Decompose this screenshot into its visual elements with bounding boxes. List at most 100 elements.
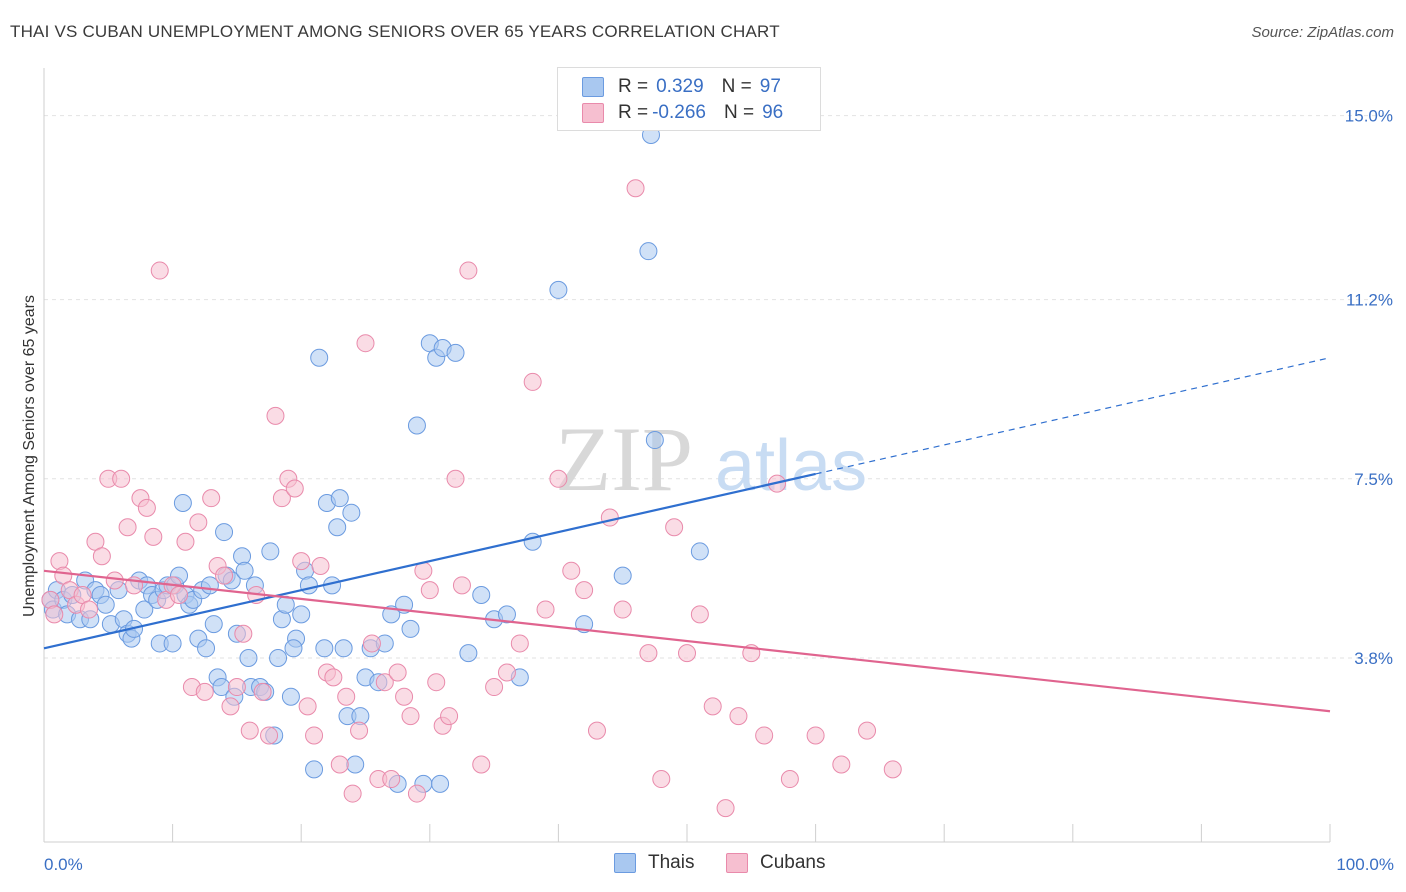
thais-n-value: 97 bbox=[759, 76, 781, 97]
cuban-point bbox=[388, 663, 407, 682]
cuban-point bbox=[215, 566, 234, 585]
thai-point bbox=[163, 634, 182, 653]
cuban-point bbox=[260, 726, 279, 745]
chart-title: THAI VS CUBAN UNEMPLOYMENT AMONG SENIORS… bbox=[10, 22, 780, 41]
cuban-point bbox=[311, 556, 330, 575]
cuban-point bbox=[497, 663, 516, 682]
cuban-point bbox=[665, 518, 684, 537]
cuban-point bbox=[440, 707, 459, 726]
cuban-point bbox=[202, 489, 221, 508]
thai-point bbox=[346, 755, 365, 774]
cuban-point bbox=[221, 697, 240, 716]
cuban-point bbox=[755, 726, 774, 745]
cuban-point bbox=[678, 644, 696, 663]
thai-point bbox=[690, 542, 709, 561]
cuban-point bbox=[292, 552, 311, 571]
cuban-point bbox=[485, 678, 504, 697]
cubans-r-value: -0.266 bbox=[652, 102, 706, 123]
cuban-point bbox=[832, 755, 851, 774]
thai-point bbox=[135, 600, 154, 619]
thai-point bbox=[239, 648, 258, 667]
cuban-point bbox=[407, 784, 426, 803]
watermark-atlas: atlas bbox=[715, 426, 867, 506]
cuban-point bbox=[375, 673, 394, 692]
cuban-point bbox=[523, 372, 542, 391]
thai-point bbox=[431, 774, 450, 793]
cuban-point bbox=[324, 668, 343, 687]
thai-point bbox=[310, 348, 329, 367]
cuban-point bbox=[510, 634, 529, 653]
cuban-point bbox=[549, 469, 568, 488]
cuban-point bbox=[330, 755, 349, 774]
cuban-point bbox=[137, 498, 156, 517]
thai-point bbox=[459, 644, 478, 663]
cuban-point bbox=[729, 707, 748, 726]
cuban-point bbox=[227, 678, 246, 697]
cubans-swatch bbox=[582, 103, 604, 123]
y-tick-label: 3.8% bbox=[1354, 649, 1393, 668]
cuban-point bbox=[150, 261, 169, 280]
cuban-point bbox=[858, 721, 877, 740]
cuban-point bbox=[716, 799, 735, 818]
thai-point bbox=[613, 566, 632, 585]
cuban-point bbox=[420, 581, 439, 600]
thai-point bbox=[645, 431, 664, 450]
cuban-point bbox=[690, 605, 709, 624]
cuban-point bbox=[45, 605, 64, 624]
cuban-point bbox=[144, 527, 163, 546]
thai-point bbox=[315, 639, 334, 658]
cubans-legend-label: Cubans bbox=[760, 852, 826, 873]
cuban-point bbox=[350, 721, 369, 740]
cuban-point bbox=[272, 489, 291, 508]
cuban-point bbox=[639, 644, 658, 663]
legend-item-thais: Thais bbox=[614, 852, 694, 874]
thai-point bbox=[330, 489, 349, 508]
cuban-point bbox=[626, 179, 645, 198]
cuban-point bbox=[395, 687, 414, 706]
cuban-point bbox=[536, 600, 555, 619]
thai-point bbox=[96, 595, 115, 614]
x-tick-label-min: 0.0% bbox=[44, 855, 83, 874]
thai-point bbox=[173, 494, 192, 513]
cuban-point bbox=[806, 726, 825, 745]
cuban-point bbox=[446, 469, 465, 488]
cuban-point bbox=[285, 479, 304, 498]
thais-trend-extension bbox=[815, 357, 1331, 475]
watermark-zip: ZIP bbox=[555, 408, 693, 510]
cubans-points bbox=[41, 179, 902, 818]
cuban-point bbox=[459, 261, 478, 280]
thai-point bbox=[284, 639, 303, 658]
thai-point bbox=[342, 503, 361, 522]
cuban-point bbox=[452, 576, 471, 595]
cuban-point bbox=[401, 707, 420, 726]
cuban-point bbox=[118, 518, 137, 537]
thai-point bbox=[334, 639, 353, 658]
cuban-point bbox=[195, 682, 214, 701]
cubans-r-label: R = bbox=[618, 102, 649, 123]
stats-legend: R = 0.329 N = 97 R = -0.266 N = 96 bbox=[557, 67, 821, 131]
thai-point bbox=[269, 648, 288, 667]
cubans-n-label: N = bbox=[723, 102, 755, 123]
thais-legend-swatch bbox=[614, 853, 636, 873]
legend-item-cubans: Cubans bbox=[726, 852, 826, 874]
cuban-point bbox=[80, 600, 99, 619]
thais-swatch bbox=[582, 77, 604, 97]
cubans-n-value: 96 bbox=[762, 102, 784, 123]
cuban-point bbox=[253, 682, 272, 701]
cuban-point bbox=[112, 469, 131, 488]
cuban-point bbox=[780, 770, 799, 789]
thai-point bbox=[204, 615, 223, 634]
thai-point bbox=[197, 639, 216, 658]
cuban-point bbox=[298, 697, 317, 716]
y-axis-label: Unemployment Among Seniors over 65 years bbox=[21, 295, 38, 617]
cuban-point bbox=[189, 513, 208, 532]
y-tick-label: 11.2% bbox=[1346, 291, 1393, 310]
thai-point bbox=[497, 605, 516, 624]
trend-lines bbox=[43, 357, 1331, 713]
thais-r-label: R = bbox=[618, 76, 649, 97]
thai-point bbox=[200, 576, 219, 595]
grid-lines bbox=[44, 115, 1392, 659]
y-tick-label: 7.5% bbox=[1354, 470, 1393, 489]
thai-point bbox=[549, 280, 568, 299]
thais-legend-label: Thais bbox=[648, 852, 695, 873]
